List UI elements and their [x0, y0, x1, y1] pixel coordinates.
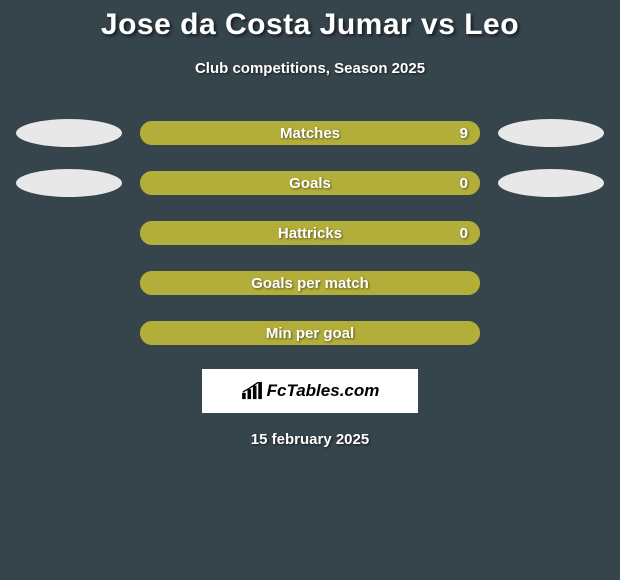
stat-label: Hattricks: [278, 225, 342, 242]
stat-right-value: 0: [460, 225, 468, 242]
left-ellipse: [16, 119, 122, 147]
date-text: 15 february 2025: [0, 431, 620, 448]
stat-bar: Min per goal: [140, 321, 480, 345]
right-ellipse: [498, 169, 604, 197]
stat-right-value: 0: [460, 175, 468, 192]
stat-right-value: 9: [460, 125, 468, 142]
stat-rows: Matches 9 Goals 0 Hattricks 0 Goals per match M…: [0, 119, 620, 347]
stat-row: Matches 9: [0, 119, 620, 147]
subtitle: Club competitions, Season 2025: [0, 60, 620, 77]
stat-label: Matches: [280, 125, 340, 142]
stat-row: Goals per match: [0, 269, 620, 297]
right-ellipse: [498, 119, 604, 147]
stat-row: Goals 0: [0, 169, 620, 197]
logo-text: FcTables.com: [267, 381, 380, 401]
stat-row: Hattricks 0: [0, 219, 620, 247]
bar-chart-icon: [241, 382, 263, 400]
comparison-card: Jose da Costa Jumar vs Leo Club competit…: [0, 0, 620, 448]
page-title: Jose da Costa Jumar vs Leo: [0, 8, 620, 42]
stat-bar: Hattricks 0: [140, 221, 480, 245]
stat-label: Goals per match: [251, 275, 369, 292]
stat-label: Min per goal: [266, 325, 354, 342]
stat-label: Goals: [289, 175, 331, 192]
logo-box[interactable]: FcTables.com: [202, 369, 418, 413]
stat-bar: Goals 0: [140, 171, 480, 195]
stat-row: Min per goal: [0, 319, 620, 347]
stat-bar: Goals per match: [140, 271, 480, 295]
stat-bar: Matches 9: [140, 121, 480, 145]
left-ellipse: [16, 169, 122, 197]
